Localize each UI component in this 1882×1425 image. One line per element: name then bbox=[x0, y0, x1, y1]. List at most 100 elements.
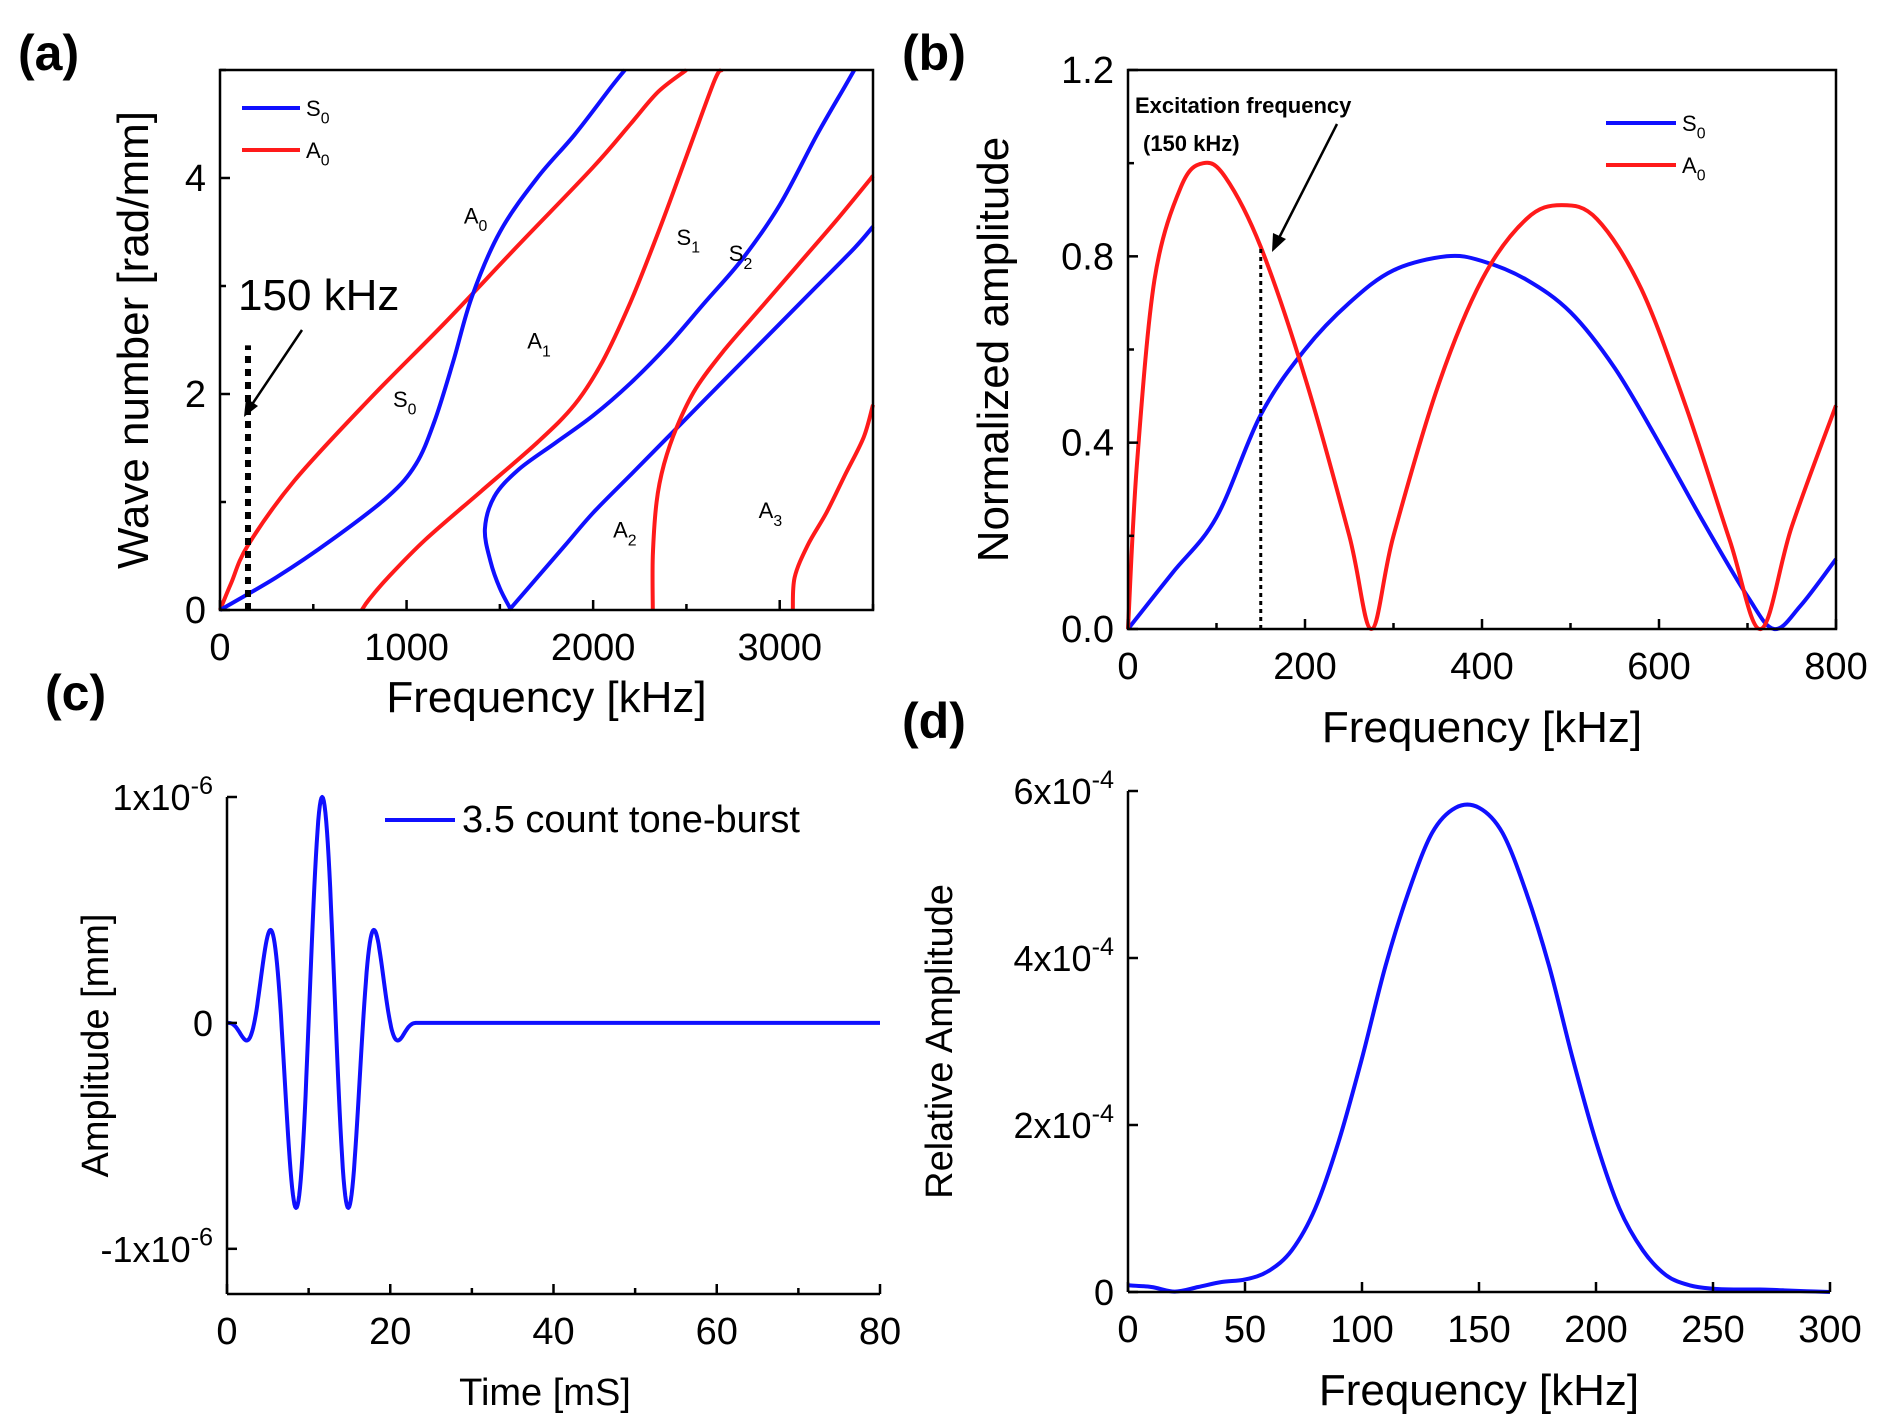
curve-label-a: S2 bbox=[729, 241, 753, 273]
x-tick-label-c: 40 bbox=[532, 1311, 574, 1353]
y-tick-label-c-base: 0 bbox=[193, 1003, 213, 1044]
x-tick-label-c: 20 bbox=[369, 1311, 411, 1353]
y-tick-label-a: 4 bbox=[185, 158, 206, 200]
curve-label-a-main: A bbox=[527, 329, 542, 354]
x-axis-label-d: Frequency [kHz] bbox=[1319, 1366, 1639, 1415]
series-line-a2 bbox=[650, 174, 875, 611]
y-tick-label-d: 2x10-4 bbox=[1014, 1100, 1114, 1146]
curve-label-a-main: S bbox=[393, 387, 408, 412]
curve-label-a-main: A bbox=[464, 203, 479, 228]
x-tick-label-a: 0 bbox=[209, 627, 230, 669]
legend-label-a-main: S bbox=[306, 96, 321, 121]
curve-label-a: A3 bbox=[759, 498, 783, 530]
x-tick-label-b: 0 bbox=[1117, 646, 1138, 688]
y-tick-label-d-exp: -4 bbox=[1092, 1100, 1114, 1128]
x-tick-label-c: 0 bbox=[216, 1311, 237, 1353]
curve-label-a: S1 bbox=[677, 225, 701, 257]
x-tick-label-d: 250 bbox=[1681, 1309, 1744, 1351]
annotation-arrow-b bbox=[1277, 123, 1339, 239]
curve-label-a-sub: 2 bbox=[743, 256, 752, 273]
curve-label-a: S0 bbox=[393, 387, 417, 419]
legend-label-a-sub: 0 bbox=[321, 111, 330, 128]
y-axis-label-b: Normalized amplitude bbox=[969, 137, 1018, 563]
series-line-d-spectrum bbox=[1127, 802, 1831, 1294]
marker-arrowhead-a bbox=[244, 398, 258, 417]
x-tick-label-d: 200 bbox=[1564, 1309, 1627, 1351]
plot-frame-a bbox=[218, 68, 875, 612]
panel-label-d: (d) bbox=[902, 693, 966, 749]
y-tick-label-c-exp: -6 bbox=[191, 1224, 213, 1252]
curve-label-a: A2 bbox=[613, 518, 637, 550]
y-axis-label-d: Relative Amplitude bbox=[919, 884, 961, 1199]
panel-b: (b) 0 200 400 600 800 0.0 0.4 0.8 1.2 Frequency [k… bbox=[902, 25, 1868, 752]
panel-label-c: (c) bbox=[45, 665, 106, 721]
x-tick-label-d: 50 bbox=[1224, 1309, 1266, 1351]
legend-label-b-sub: 0 bbox=[1697, 168, 1706, 185]
y-tick-label-a: 0 bbox=[185, 590, 206, 632]
x-tick-label-a: 2000 bbox=[551, 627, 636, 669]
x-tick-label-d: 300 bbox=[1798, 1309, 1861, 1351]
x-tick-label-d: 0 bbox=[1117, 1309, 1138, 1351]
marker-arrow-a bbox=[249, 329, 304, 407]
annotation-line1-b: Excitation frequency bbox=[1135, 93, 1352, 118]
curve-label-a-sub: 0 bbox=[479, 218, 488, 235]
series-line-c-tone-burst bbox=[225, 795, 880, 1210]
curve-label-a-sub: 2 bbox=[628, 532, 637, 549]
series-line-b-s0 bbox=[1126, 253, 1838, 632]
legend-label-b-sub: 0 bbox=[1697, 126, 1706, 143]
x-tick-label-b: 600 bbox=[1627, 646, 1690, 688]
legend-label-b: S0 bbox=[1682, 111, 1706, 143]
x-tick-label-a: 3000 bbox=[737, 627, 822, 669]
series-line-a0 bbox=[218, 68, 688, 611]
y-tick-label-b: 1.2 bbox=[1061, 50, 1114, 92]
marker-label-a: 150 kHz bbox=[238, 271, 399, 320]
panel-label-a: (a) bbox=[18, 25, 79, 81]
legend-label-c: 3.5 count tone-burst bbox=[462, 799, 800, 841]
x-tick-label-c: 80 bbox=[859, 1311, 901, 1353]
legend-label-b-main: A bbox=[1682, 153, 1697, 178]
x-tick-label-d: 100 bbox=[1330, 1309, 1393, 1351]
curve-label-a: A1 bbox=[527, 329, 551, 361]
series-line-s2 bbox=[507, 225, 875, 612]
y-tick-label-d-exp: -4 bbox=[1092, 766, 1114, 794]
y-tick-label-d-exp: -4 bbox=[1092, 933, 1114, 961]
y-tick-label-d-base: 4x10 bbox=[1014, 938, 1092, 979]
x-tick-label-a: 1000 bbox=[364, 627, 449, 669]
x-tick-label-b: 400 bbox=[1450, 646, 1513, 688]
x-axis-label-b: Frequency [kHz] bbox=[1322, 703, 1642, 752]
curve-label-a-sub: 0 bbox=[408, 402, 417, 419]
curve-label-a-main: A bbox=[759, 498, 774, 523]
curve-label-a-main: A bbox=[613, 518, 628, 543]
legend-label-b: A0 bbox=[1682, 153, 1706, 185]
series-line-a1 bbox=[360, 68, 724, 612]
y-tick-label-b: 0.8 bbox=[1061, 236, 1114, 278]
x-tick-label-c: 60 bbox=[696, 1311, 738, 1353]
series-line-s0 bbox=[218, 68, 627, 612]
x-tick-label-d: 150 bbox=[1447, 1309, 1510, 1351]
x-axis-label-c: Time [mS] bbox=[459, 1372, 631, 1414]
curve-label-a: A0 bbox=[464, 203, 488, 235]
curve-label-a-main: S bbox=[677, 225, 692, 250]
legend-label-a-main: A bbox=[306, 138, 321, 163]
annotation-arrowhead-b bbox=[1272, 233, 1286, 252]
y-tick-label-d-base: 2x10 bbox=[1014, 1105, 1092, 1146]
y-tick-label-d: 4x10-4 bbox=[1014, 933, 1114, 979]
y-axis-label-a: Wave number [rad/mm] bbox=[109, 111, 158, 569]
legend-label-a-sub: 0 bbox=[321, 153, 330, 170]
y-tick-label-c-base: -1x10 bbox=[101, 1229, 191, 1270]
curve-label-a-sub: 1 bbox=[542, 343, 551, 360]
curve-label-a-sub: 1 bbox=[691, 240, 700, 257]
y-tick-label-d: 6x10-4 bbox=[1014, 766, 1114, 812]
y-tick-label-c: 1x10-6 bbox=[113, 772, 213, 818]
curve-label-a-main: S bbox=[729, 241, 744, 266]
x-tick-label-b: 800 bbox=[1804, 646, 1867, 688]
legend-label-a: A0 bbox=[306, 138, 330, 170]
y-tick-label-b: 0.4 bbox=[1061, 423, 1114, 465]
y-tick-label-c: 0 bbox=[193, 1003, 213, 1044]
series-line-s1 bbox=[482, 69, 857, 611]
curve-label-a-sub: 3 bbox=[773, 513, 782, 530]
x-axis-label-a: Frequency [kHz] bbox=[386, 673, 706, 722]
